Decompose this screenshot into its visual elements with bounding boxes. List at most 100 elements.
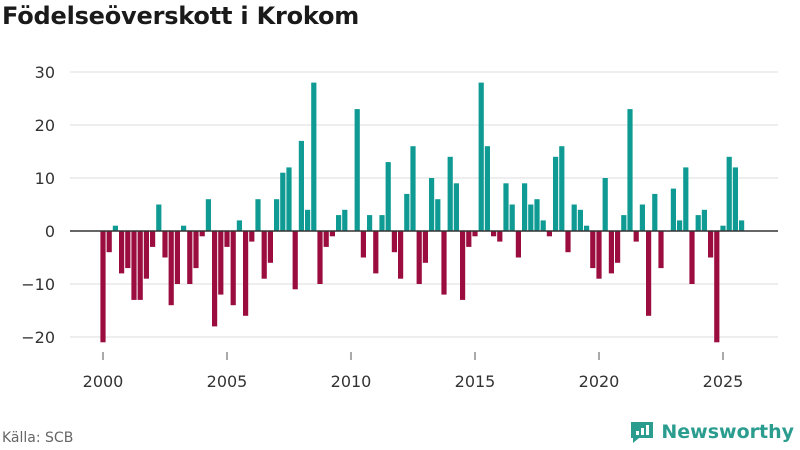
bar <box>274 199 280 231</box>
bar <box>621 215 627 231</box>
bar <box>491 231 497 237</box>
bar <box>100 231 106 343</box>
y-tick-label: −20 <box>21 328 55 347</box>
brand-logo: Newsworthy <box>629 420 794 444</box>
bar <box>267 231 273 263</box>
bar <box>181 225 187 231</box>
bar <box>466 231 472 247</box>
bar <box>695 215 701 231</box>
bar <box>243 231 249 316</box>
bar <box>125 231 131 269</box>
bar <box>701 209 707 231</box>
bar <box>472 231 478 237</box>
bar <box>429 178 435 231</box>
bar <box>137 231 143 300</box>
bar <box>193 231 199 269</box>
y-axis-labels: 30 20 10 0 −10 −20 <box>21 63 55 347</box>
bar <box>236 220 242 231</box>
bar <box>509 204 515 231</box>
bar <box>540 220 546 231</box>
bar <box>639 204 645 231</box>
bar <box>553 156 559 231</box>
bar <box>732 167 738 231</box>
bar <box>323 231 329 247</box>
bar <box>590 231 596 269</box>
bar <box>404 193 410 231</box>
bar <box>422 231 428 263</box>
x-tick-label: 2005 <box>207 372 248 391</box>
bar <box>478 82 484 231</box>
bar <box>522 183 528 231</box>
bar <box>683 167 689 231</box>
y-tick-label: −10 <box>21 275 55 294</box>
bar <box>726 156 732 231</box>
bar <box>677 220 683 231</box>
bar <box>286 167 292 231</box>
bar <box>292 231 298 290</box>
bar <box>441 231 447 295</box>
bar <box>249 231 255 242</box>
bar <box>633 231 639 242</box>
y-tick-label: 0 <box>45 222 55 241</box>
bar <box>367 215 373 231</box>
bar <box>559 146 565 231</box>
bar <box>435 199 441 231</box>
bar <box>162 231 168 258</box>
bar <box>646 231 652 316</box>
bar <box>615 231 621 263</box>
bar <box>534 199 540 231</box>
bar <box>571 204 577 231</box>
bar <box>453 183 459 231</box>
y-tick-label: 10 <box>35 169 55 188</box>
bar <box>391 231 397 253</box>
bar <box>230 231 236 306</box>
bar <box>354 109 360 231</box>
bar <box>416 231 422 284</box>
bar <box>174 231 180 284</box>
bar <box>131 231 137 300</box>
x-tick-label: 2010 <box>331 372 372 391</box>
bar <box>484 146 490 231</box>
bar <box>329 231 335 237</box>
bar <box>627 109 633 231</box>
bar <box>261 231 267 279</box>
bar <box>379 215 385 231</box>
bar <box>199 231 205 237</box>
bar <box>305 209 311 231</box>
bar <box>112 225 118 231</box>
bar <box>584 225 590 231</box>
bar <box>373 231 379 274</box>
bar <box>106 231 112 253</box>
bar <box>708 231 714 258</box>
bar <box>143 231 149 279</box>
bar <box>150 231 156 247</box>
bar <box>515 231 521 258</box>
bar <box>720 225 726 231</box>
bar-series <box>100 82 745 343</box>
y-tick-label: 30 <box>35 63 55 82</box>
x-tick-label: 2020 <box>579 372 620 391</box>
bar <box>565 231 571 253</box>
bar <box>311 82 317 231</box>
bar <box>398 231 404 279</box>
bar <box>447 156 453 231</box>
bar <box>298 140 304 231</box>
bar <box>689 231 695 284</box>
x-tick-label: 2025 <box>703 372 744 391</box>
bar <box>218 231 224 295</box>
bar <box>577 209 583 231</box>
bar <box>212 231 218 327</box>
bar <box>503 183 509 231</box>
bar <box>156 204 162 231</box>
bar <box>168 231 174 306</box>
bar <box>410 146 416 231</box>
bar <box>205 199 211 231</box>
bar <box>336 215 342 231</box>
bar <box>714 231 720 343</box>
bar <box>670 188 676 231</box>
source-note: Källa: SCB <box>2 430 74 446</box>
x-tick-label: 2015 <box>455 372 496 391</box>
bar <box>596 231 602 279</box>
bar <box>739 220 745 231</box>
